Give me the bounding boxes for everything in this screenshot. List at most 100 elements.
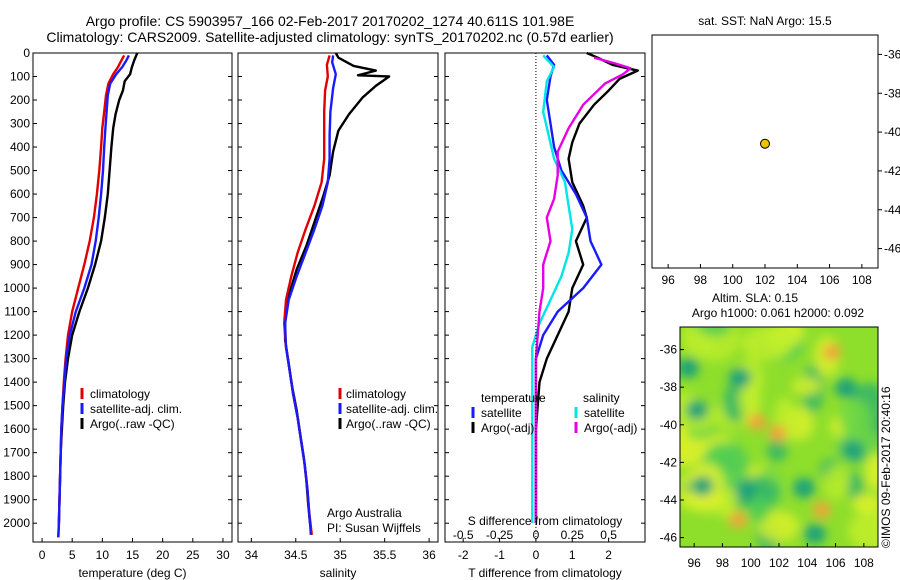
heatmap-cell [691,476,713,496]
x-tick-label: 104 [787,273,807,287]
heatmap-cell [865,453,878,491]
legend-label: Argo(-adj) [584,421,637,435]
series-sal_satellite [531,54,574,524]
heatmap-cell [747,496,770,524]
x-tick-label: 102 [755,273,775,287]
sla-heatmap [680,327,878,547]
y-tick-label: -42 [660,455,678,469]
heatmap-cell [823,344,841,360]
y-tick-label: -38 [660,380,678,394]
difference-panel: -2 -1 0 1 2 T difference from climatology -0.5… [444,51,646,580]
x-tick-label: 36 [422,548,436,562]
x-tick-label: 108 [852,273,872,287]
heatmap-cell [813,502,831,518]
heatmap-cell [835,378,857,398]
x-tick-label: 35 [334,548,348,562]
y-tick-label: 1700 [3,446,30,460]
sst-title: sat. SST: NaN Argo: 15.5 [698,14,832,28]
heatmap-cell [748,414,766,430]
x-tick-label: 34.5 [284,548,308,562]
x-tick-label: 25 [186,548,200,562]
heatmap-cell [680,358,699,378]
series-argo [534,51,639,524]
y-tick-label: 2000 [3,516,30,530]
heatmap-cell [769,425,787,441]
legend-label: Argo(..raw -QC) [346,417,431,431]
x-tick-label: 98 [694,273,708,287]
heatmap-cell [793,478,815,498]
y-tick-label: -40 [660,418,678,432]
heatmap-cell [766,327,797,346]
y-tick-label: 600 [10,187,30,201]
x-tick-label: 100 [723,273,743,287]
series-satellite [57,54,130,538]
heatmap-cell [686,424,718,441]
y-tick-label: -38 [884,86,900,100]
x-tick-label: -2 [458,548,469,562]
plot-title-line2: Climatology: CARS2009. Satellite-adjuste… [46,29,614,45]
x-tick-label: 0 [533,548,540,562]
heatmap-cell [767,438,788,463]
y-tick-label: 200 [10,93,30,107]
y-tick-label: -44 [660,493,678,507]
heatmap-cell [735,480,757,500]
x-tick-label: 30 [216,548,230,562]
salinity-panel: 34 34.5 35 35.5 36 salinity climatologysatelli… [237,52,439,580]
legend-label: satellite-adj. clim. [346,402,438,416]
annotation-line: Argo Australia [327,506,402,520]
legend-label: satellite [584,406,625,420]
annotation-line: PI: Susan Wijffels [327,521,421,535]
legend-label: climatology [90,387,150,401]
y-tick-label: -44 [884,203,900,217]
argo-float-marker [760,138,770,149]
heatmap-cell [851,494,878,513]
temperature-panel: 0100200300400500600700800900100011001200… [3,46,233,580]
heatmap-cell [729,368,751,388]
x-top-tick-label: -0.25 [486,528,514,542]
x-top-tick-label: -0.5 [453,528,474,542]
y-tick-label: -46 [884,242,900,256]
x-tick-label: 10 [96,548,110,562]
y-tick-label: 1500 [3,399,30,413]
x-tick-label: 5 [69,548,76,562]
y-tick-label: 1200 [3,328,30,342]
heatmap-cell [685,329,708,355]
legend-title: temperature [481,391,546,405]
heatmap-cell [848,510,878,547]
heatmap-cell [823,465,850,501]
heatmap-cell [758,511,799,542]
legend-label: satellite [481,406,522,420]
x-top-tick-label: 0.5 [600,528,617,542]
heatmap-cell [845,471,864,500]
x-tick-label: 20 [156,548,170,562]
heatmap-cell [841,440,863,460]
temperature-frame [32,52,233,543]
series-satellite [283,55,337,535]
sla-title-line2: Argo h1000: 0.061 h2000: 0.092 [692,306,864,320]
y-tick-label: -40 [884,125,900,139]
y-tick-label: 300 [10,117,30,131]
y-tick-label: 1000 [3,281,30,295]
sst-location-panel: sat. SST: NaN Argo: 15.5 96 98 100 102 104 106… [651,14,900,287]
x-tick-label: 96 [661,273,675,287]
sst-frame [651,34,879,269]
y-tick-label: -42 [884,164,900,178]
x-tick-label: 106 [826,556,846,570]
y-tick-label: 700 [10,211,30,225]
heatmap-cell [729,512,747,528]
credit-stamp: ©IMOS 09-Feb-2017 20:40:16 [879,386,893,548]
y-tick-label: 1100 [4,305,30,319]
legend-label: satellite-adj. clim. [90,402,182,416]
heatmap-cell [838,399,873,438]
y-tick-label: 900 [10,258,30,272]
x-tick-label: 0 [39,548,46,562]
x-tick-label: 35.5 [373,548,397,562]
y-tick-label: -46 [660,531,678,545]
y-tick-label: 1300 [3,352,30,366]
x-top-axis-label: S difference from climatology [468,514,623,528]
sla-title-line1: Altim. SLA: 0.15 [712,291,798,305]
x-tick-label: 98 [716,556,730,570]
x-tick-label: 108 [854,556,874,570]
heatmap-cell [686,400,708,420]
